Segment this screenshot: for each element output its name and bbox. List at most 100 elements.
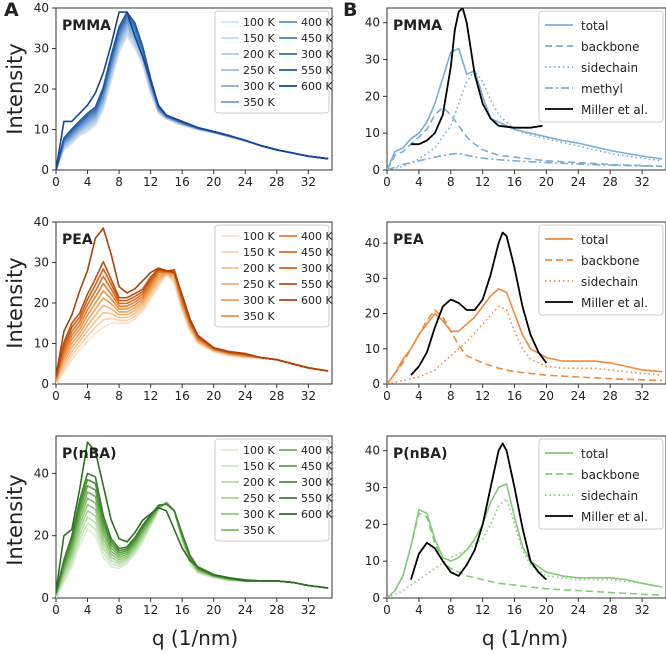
series-line-backbone [387, 106, 663, 170]
legend-box [214, 438, 330, 542]
y-tick-label: 20 [365, 89, 380, 103]
x-tick-label: 32 [301, 603, 316, 617]
x-tick-label: 16 [175, 389, 190, 403]
x-axis-label-col-b: q (1/nm) [482, 626, 568, 650]
x-tick-label: 32 [301, 389, 316, 403]
legend-entry: backbone [581, 468, 639, 482]
y-tick-label: 0 [41, 591, 49, 605]
x-tick-label: 20 [539, 389, 554, 403]
panel-material-label: PEA [393, 232, 424, 248]
legend-entry: methyl [581, 82, 623, 96]
x-tick-label: 8 [447, 389, 455, 403]
series-line-miller-et-al [410, 231, 548, 376]
panel-b-pnba: 0 4 8 12 16 20 24 28 32 0 10 20 30 40 P(nBA) total backb… [365, 435, 666, 617]
x-tick-label: 12 [475, 175, 490, 189]
y-tick-label: 30 [365, 481, 380, 495]
series-group [56, 227, 329, 384]
series-line-total [387, 483, 663, 598]
legend-entry: 350 K [243, 524, 275, 537]
x-tick-label: 0 [52, 175, 60, 189]
legend-entry: 350 K [243, 310, 275, 323]
x-tick-label: 28 [269, 175, 284, 189]
legend-entry: 400 K [301, 444, 333, 457]
panel-letter-b: B [343, 0, 357, 21]
legend-entry: backbone [581, 254, 639, 268]
y-tick-label: 40 [365, 444, 380, 458]
x-tick-label: 0 [383, 389, 391, 403]
y-axis-label-row-1: Intensity [3, 43, 27, 134]
panel-a-pea: 0 4 8 12 16 20 24 28 32 0 10 20 30 40 PEA 100 K 150 K 200… [34, 215, 334, 403]
x-tick-label: 16 [175, 603, 190, 617]
legend-entry: 150 K [243, 460, 275, 473]
y-tick-label: 10 [34, 123, 49, 137]
legend-entry: 450 K [301, 32, 333, 45]
y-tick-label: 10 [365, 126, 380, 140]
series-group [387, 8, 663, 170]
y-tick-label: 30 [34, 42, 49, 56]
legend-box [214, 10, 330, 114]
x-tick-label: 32 [634, 389, 649, 403]
y-tick-label: 0 [372, 591, 380, 605]
panel-material-label: PMMA [393, 18, 442, 34]
y-tick-label: 30 [365, 53, 380, 67]
legend-entry: 200 K [243, 262, 275, 275]
x-tick-label: 28 [603, 603, 618, 617]
x-tick-label: 24 [571, 603, 586, 617]
plot-frame [55, 435, 333, 599]
legend-entry: 300 K [301, 262, 333, 275]
y-tick-label: 40 [34, 215, 49, 229]
series-line-total [387, 47, 663, 170]
series-group [387, 231, 663, 384]
x-tick-label: 0 [52, 389, 60, 403]
x-tick-label: 4 [415, 389, 423, 403]
x-tick-label: 20 [539, 603, 554, 617]
legend-entry: 100 K [243, 230, 275, 243]
panel-material-label: PMMA [62, 18, 111, 34]
x-tick-label: 8 [115, 175, 123, 189]
y-tick-label: 20 [34, 82, 49, 96]
legend-entry: 200 K [243, 476, 275, 489]
x-tick-label: 4 [415, 603, 423, 617]
panel-b-pea: 0 4 8 12 16 20 24 28 32 0 10 20 30 40 PEA total backbone… [365, 221, 666, 403]
y-tick-label: 40 [365, 236, 380, 250]
x-tick-label: 8 [447, 603, 455, 617]
y-axis-label-row-2: Intensity [3, 257, 27, 348]
legend-entry: total [581, 447, 608, 461]
legend-entry: sidechain [581, 489, 638, 503]
legend-entry: sidechain [581, 61, 638, 75]
x-tick-label: 20 [206, 175, 221, 189]
legend-entry: total [581, 19, 608, 33]
legend-entry: Miller et al. [581, 296, 648, 310]
series-line-600-k [56, 441, 329, 592]
y-tick-label: 10 [34, 337, 49, 351]
y-tick-label: 20 [34, 296, 49, 310]
y-tick-label: 0 [372, 377, 380, 391]
legend-entry: 300 K [243, 294, 275, 307]
panel-a-pmma: 0 4 8 12 16 20 24 28 32 0 10 20 30 40 PMMA 100 K 150 K 20… [34, 1, 334, 189]
x-tick-label: 28 [603, 175, 618, 189]
x-tick-label: 12 [475, 603, 490, 617]
series-group [56, 11, 329, 170]
panel-material-label: PEA [62, 232, 93, 248]
x-tick-label: 16 [507, 603, 522, 617]
panel-letter-a: A [4, 0, 19, 21]
series-line-sidechain [387, 69, 663, 170]
legend-entry: 550 K [301, 278, 333, 291]
legend-entry: 150 K [243, 246, 275, 259]
legend-entry: 250 K [243, 492, 275, 505]
x-tick-label: 28 [269, 389, 284, 403]
legend-entry: 450 K [301, 460, 333, 473]
x-tick-label: 0 [383, 175, 391, 189]
x-tick-label: 28 [603, 389, 618, 403]
series-group [387, 442, 663, 598]
legend-entry: 450 K [301, 246, 333, 259]
legend-entry: Miller et al. [581, 510, 648, 524]
x-tick-label: 12 [475, 389, 490, 403]
legend-entry: 600 K [301, 294, 333, 307]
legend-entry: 400 K [301, 230, 333, 243]
x-tick-label: 4 [84, 603, 92, 617]
x-tick-label: 20 [206, 603, 221, 617]
x-tick-label: 0 [52, 603, 60, 617]
series-line-backbone [387, 512, 663, 598]
